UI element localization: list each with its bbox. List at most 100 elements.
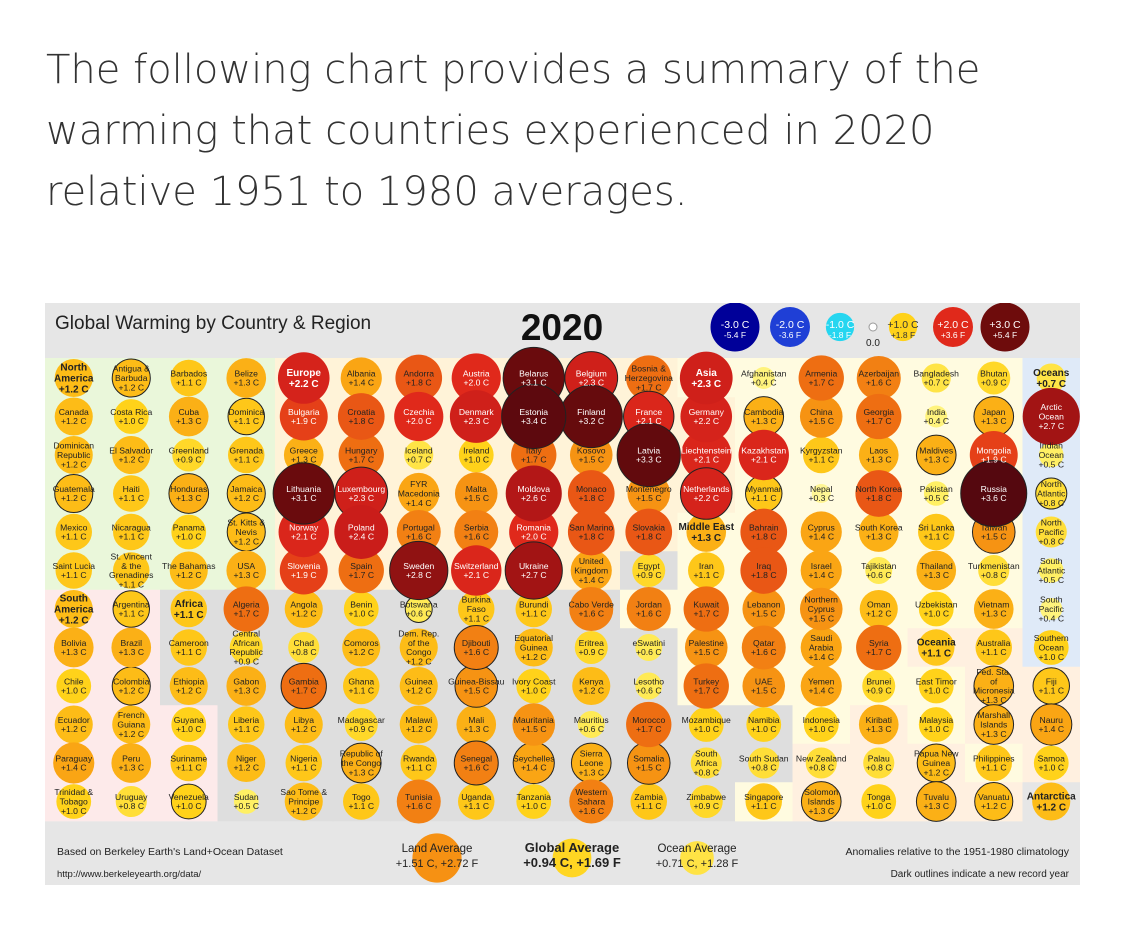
- country-value: +2.3 C: [463, 416, 489, 426]
- bubble-syria: [856, 624, 902, 671]
- country-value: +1.5 C: [636, 493, 662, 503]
- bubble-europe: [277, 352, 330, 404]
- country-name: Niger: [236, 753, 257, 763]
- country-value: +1.1 C: [751, 493, 777, 503]
- country-value: +1.1 C: [176, 378, 202, 388]
- country-value: +1.2 C: [61, 493, 87, 503]
- country-value: +2.2 C: [289, 379, 319, 390]
- average-bubble: [412, 833, 462, 883]
- country-name: Yemen: [808, 676, 835, 686]
- scale-legend: -3.0 C-5.4 F-2.0 C-3.6 F-1.0 C-1.8 F0.0+…: [710, 303, 1030, 352]
- country-name: Burkina: [462, 595, 491, 605]
- average-label: Ocean Average: [657, 843, 736, 855]
- country-value: +1.4 C: [521, 763, 547, 773]
- bubble-bolivia: [53, 627, 94, 668]
- country-value: +1.2 C: [61, 459, 87, 469]
- label-kosovo: Kosovo+1.5 C: [577, 445, 606, 464]
- bubble-ivory-coast: [516, 668, 552, 704]
- bubble-estonia: [501, 383, 567, 450]
- label-bhutan: Bhutan+0.9 C: [980, 368, 1007, 387]
- bubble-arctic-ocean: [1022, 387, 1080, 446]
- country-value: +1.6 C: [463, 763, 489, 773]
- country-name: Dominican: [53, 441, 94, 451]
- country-value: +1.1 C: [118, 609, 144, 619]
- bubble-vanuatu: [974, 781, 1014, 822]
- bubble-angola: [284, 589, 323, 629]
- country-name: Guinea: [922, 758, 950, 768]
- country-value: +1.7 C: [693, 609, 719, 619]
- label-cyprus: Cyprus+1.4 C: [808, 522, 835, 541]
- country-value: +1.2 C: [118, 382, 144, 392]
- label-syria: Syria+1.7 C: [866, 638, 892, 657]
- label-new-zealand: New Zealand+0.8 C: [796, 753, 847, 772]
- country-name: Jamaica: [230, 484, 262, 494]
- country-value: +1.2 C: [61, 724, 87, 734]
- country-name: Gabon: [233, 676, 259, 686]
- country-name: Mauritius: [574, 715, 609, 725]
- bubble-gabon: [226, 666, 267, 706]
- country-name: Atlantic: [1037, 489, 1066, 499]
- bubble-honduras: [168, 473, 210, 514]
- legend-label: -1.0 C: [826, 319, 855, 331]
- country-name: North: [60, 363, 87, 374]
- bubble-portugal: [396, 510, 441, 554]
- bubble-brazil: [111, 627, 152, 668]
- country-value: +0.9 C: [233, 656, 259, 666]
- label-madagascar: Madagascar+0.9 C: [338, 715, 385, 734]
- bubble-togo: [343, 783, 380, 820]
- bubble-serbia: [454, 510, 499, 554]
- country-name: Paraguay: [55, 753, 92, 763]
- label-laos: Laos+1.3 C: [866, 445, 892, 464]
- country-name: Samoa: [1038, 753, 1065, 763]
- bubble-guatemala: [54, 473, 94, 514]
- label-togo: Togo+1.1 C: [348, 792, 374, 811]
- label-bolivia: Bolivia+1.3 C: [61, 638, 87, 657]
- label-uganda: Uganda+1.1 C: [461, 792, 491, 811]
- country-name: Sao Tome &: [280, 787, 327, 797]
- label-middle-east: Middle East+1.3 C: [678, 522, 734, 544]
- bubble-southern-ocean: [1033, 630, 1069, 665]
- country-name: Antigua &: [113, 364, 151, 374]
- country-value: +0.5 C: [1038, 459, 1064, 469]
- bubble-slovenia: [279, 546, 328, 595]
- country-value: +1.9 C: [291, 570, 317, 580]
- country-name: Monaco: [576, 484, 607, 494]
- label-mali: Mali+1.3 C: [463, 715, 489, 734]
- label-ethiopia: Ethiopia+1.2 C: [173, 676, 204, 695]
- legend-label-f: +5.4 F: [993, 330, 1017, 340]
- label-qatar: Qatar+1.6 C: [751, 638, 777, 657]
- country-value: +1.1 C: [176, 647, 202, 657]
- country-name: Indonesia: [803, 715, 840, 725]
- label-peru: Peru+1.3 C: [118, 753, 144, 772]
- label-ukraine: Ukraine+2.7 C: [519, 561, 549, 580]
- label-uzbekistan: Uzbekistan+1.0 C: [915, 599, 958, 618]
- label-turkmenistan: Turkmenistan+0.8 C: [968, 561, 1020, 580]
- country-name: Malawi: [405, 715, 432, 725]
- bubble-cyprus: [800, 511, 842, 553]
- country-value: +1.1 C: [174, 610, 204, 621]
- label-lebanon: Lebanon+1.5 C: [747, 599, 781, 618]
- country-name: Africa: [175, 599, 204, 610]
- average-label: Land Average: [402, 843, 473, 855]
- country-value: +0.6 C: [406, 609, 432, 619]
- country-name: Guinea: [520, 643, 548, 653]
- country-name: America: [54, 374, 94, 385]
- country-name: Ocean: [1039, 412, 1065, 422]
- label-morocco: Morocco+1.7 C: [632, 715, 665, 734]
- country-value: +1.2 C: [233, 763, 259, 773]
- country-name: South: [1040, 595, 1063, 605]
- country-value: +1.2 C: [59, 384, 89, 395]
- label-chad: Chad+0.8 C: [291, 638, 317, 657]
- country-value: +1.0 C: [923, 686, 949, 696]
- country-value: +3.2 C: [578, 416, 604, 426]
- country-name: Kosovo: [577, 445, 606, 455]
- country-name: Comoros: [344, 638, 379, 648]
- country-name: Andorra: [403, 368, 434, 378]
- legend-label: -2.0 C: [776, 319, 805, 331]
- country-name: Canada: [59, 407, 89, 417]
- legend-bubble: [770, 307, 810, 347]
